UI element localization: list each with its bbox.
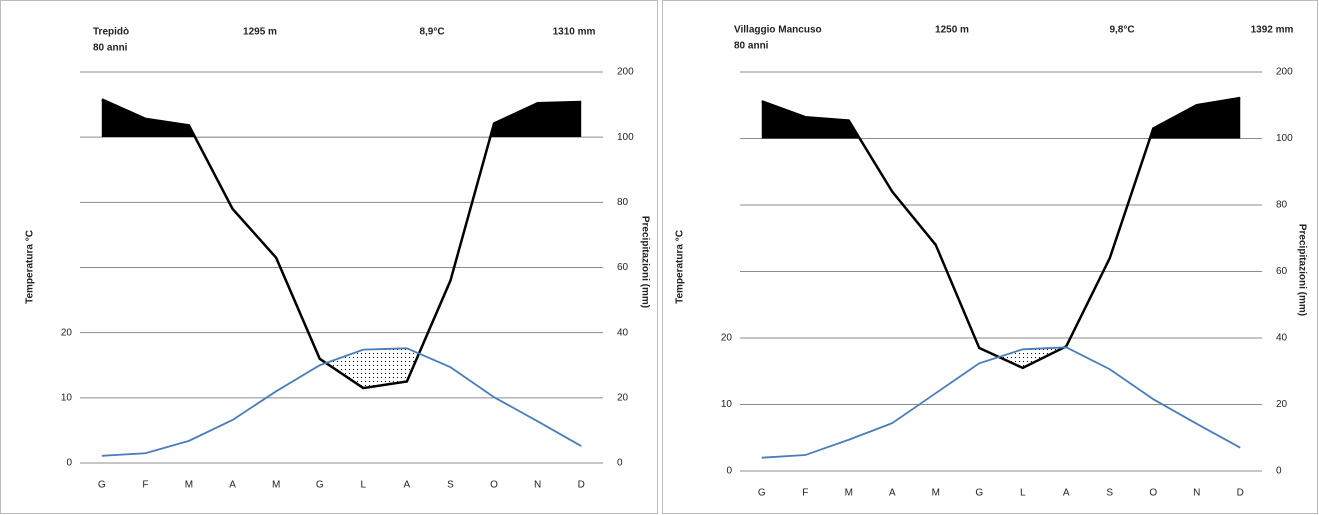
x-tick-label: G [758,488,766,499]
y-tick-label: 0 [726,466,732,477]
annotation: 1392 mm [1251,25,1294,36]
x-tick-label: D [578,480,585,491]
x-tick-label: F [802,488,808,499]
annotation: 8,9°C [419,27,444,38]
y2-tick-label: 20 [1276,399,1288,410]
x-tick-label: A [404,480,411,491]
x-tick-label: L [1020,488,1026,499]
x-tick-label: M [185,480,193,491]
y2-tick-label: 40 [617,327,629,338]
y-tick-label: 0 [66,458,72,469]
y2-tick-label: 0 [617,458,623,469]
x-tick-label: G [975,488,983,499]
y2-tick-label: 80 [1276,200,1288,211]
y-tick-label: 10 [721,399,733,410]
y2-tick-label: 100 [1276,133,1293,144]
humid-area [101,99,582,138]
y2-tick-label: 200 [1276,67,1293,78]
y2-tick-label: 100 [617,132,634,143]
x-tick-label: D [1237,488,1244,499]
y2-tick-label: 0 [1276,466,1282,477]
x-tick-label: N [534,480,541,491]
chart-border [0,0,658,514]
chart-title: Trepidò [93,27,129,38]
y2-tick-label: 40 [1276,333,1288,344]
precipitation-line [101,98,582,390]
y2-tick-label: 200 [617,67,634,78]
x-tick-label: O [490,480,498,491]
x-tick-label: A [1063,488,1070,499]
y-tick-label: 20 [721,333,733,344]
y2-tick-label: 20 [617,392,629,403]
chart: Trepidò 80 anni 1295 m 8,9°C 1310 mm Tem… [0,0,658,514]
x-tick-label: A [889,488,896,499]
chart-border [662,0,1318,514]
x-tick-label: M [932,488,940,499]
humid-area [761,97,1241,139]
chart-title: Villaggio Mancuso [734,25,822,36]
temperature-line [101,347,582,457]
y2-tick-label: 60 [617,262,629,273]
annotation: 1310 mm [553,27,596,38]
x-tick-label: G [316,480,324,491]
x-tick-label: S [447,480,454,491]
precipitation-line [761,96,1241,370]
annotation: 1250 m [935,25,969,36]
x-tick-label: M [272,480,280,491]
y-tick-label: 10 [61,392,73,403]
y-tick-label: 20 [61,327,73,338]
y2-axis-label: Precipitazioni (mm) [1296,224,1307,316]
x-tick-label: S [1106,488,1113,499]
chart: Villaggio Mancuso 80 anni 1250 m 9,8°C 1… [662,0,1318,514]
x-tick-label: N [1193,488,1200,499]
x-tick-label: G [98,480,106,491]
y-axis-label: Temperatura °C [675,230,686,304]
y2-axis-label: Precipitazioni (mm) [639,216,650,308]
y-axis-label: Temperatura °C [25,230,36,304]
annotation: 9,8°C [1109,25,1134,36]
x-tick-label: O [1149,488,1157,499]
y2-tick-label: 60 [1276,266,1288,277]
y2-tick-label: 80 [617,197,629,208]
annotation: 1295 m [243,27,277,38]
x-tick-label: A [229,480,236,491]
x-tick-label: F [142,480,148,491]
chart-subtitle: 80 anni [93,43,128,54]
x-tick-label: L [361,480,367,491]
temperature-line [761,346,1241,459]
chart-subtitle: 80 anni [734,41,769,52]
x-tick-label: M [845,488,853,499]
arid-area [761,347,1241,368]
